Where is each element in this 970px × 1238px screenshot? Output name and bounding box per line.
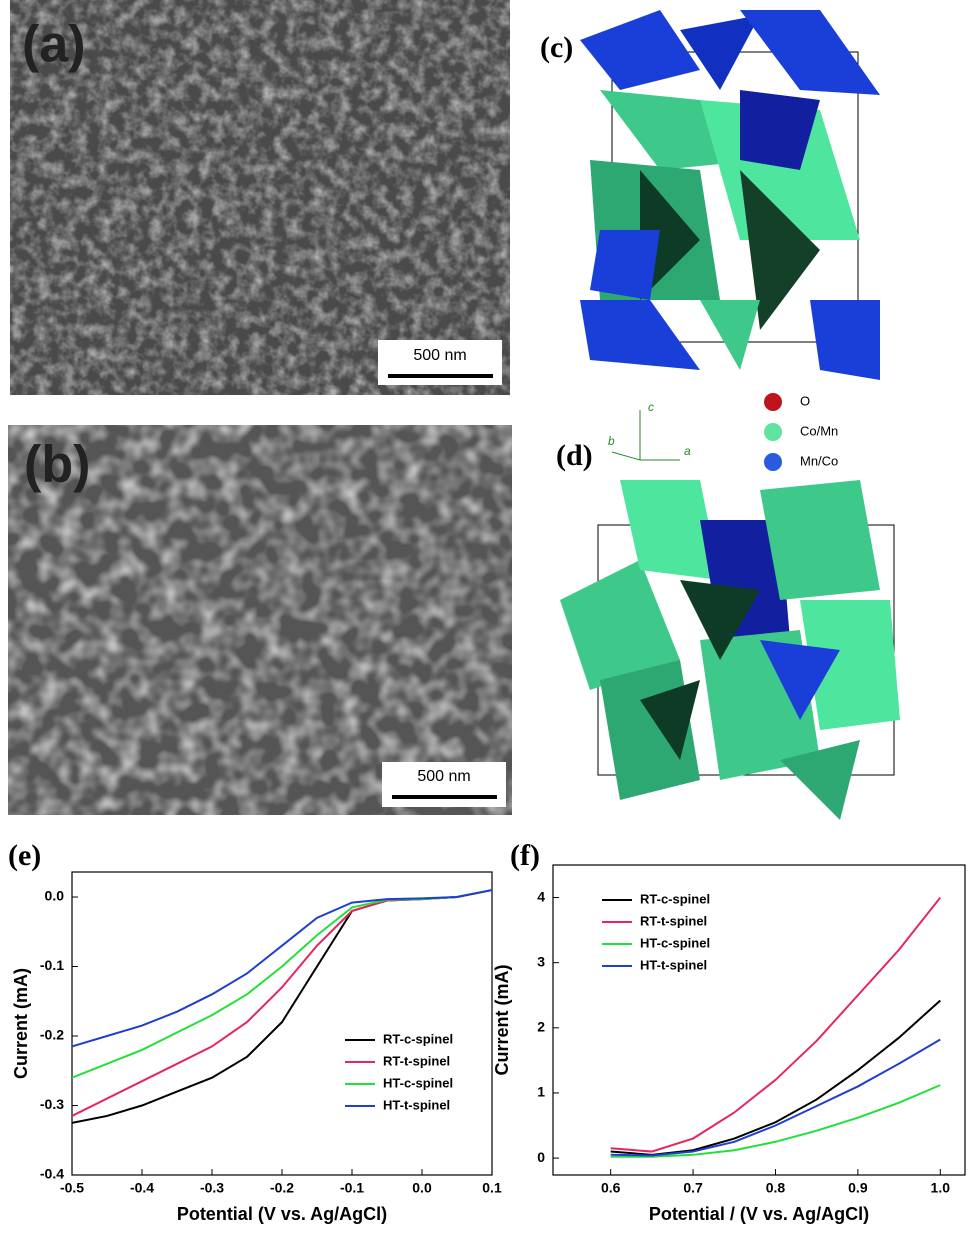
legend-label: RT-t-spinel	[383, 1053, 450, 1068]
y-tick-label: 3	[537, 953, 545, 969]
panel-label: (b)	[24, 436, 90, 494]
y-tick-label: 4	[537, 888, 545, 904]
y-axis-label: Current (mA)	[492, 964, 512, 1075]
atom-label: O	[800, 393, 810, 408]
y-tick-label: -0.4	[40, 1166, 64, 1182]
x-axis-label: Potential / (V vs. Ag/AgCl)	[649, 1204, 869, 1224]
series-line	[610, 1038, 941, 1157]
y-tick-label: 1	[537, 1084, 545, 1100]
x-tick-label: 0.6	[601, 1180, 621, 1196]
legend-label: RT-c-spinel	[383, 1031, 453, 1046]
legend-label: HT-c-spinel	[640, 935, 710, 950]
atom-legend: O Co/Mn Mn/Co	[764, 393, 838, 471]
y-tick-label: 0	[537, 1149, 545, 1165]
x-tick-label: -0.3	[200, 1180, 224, 1196]
x-tick-label: -0.1	[340, 1180, 364, 1196]
legend-label: RT-c-spinel	[640, 891, 710, 906]
series-line	[610, 999, 941, 1156]
x-tick-label: -0.4	[130, 1180, 154, 1196]
series-line	[610, 896, 942, 1153]
x-tick-label: -0.5	[60, 1180, 84, 1196]
x-tick-label: 0.7	[683, 1180, 703, 1196]
y-axis-label: Current (mA)	[11, 968, 31, 1079]
y-tick-label: 0.0	[45, 888, 65, 904]
x-tick-label: 0.9	[848, 1180, 868, 1196]
y-tick-label: -0.1	[40, 957, 64, 973]
legend-label: HT-t-spinel	[640, 957, 707, 972]
scale-bar-label: 500 nm	[417, 768, 470, 785]
crystal-structure-d: (d)	[556, 439, 900, 820]
panel-label: (d)	[556, 439, 593, 472]
legend-label: HT-t-spinel	[383, 1097, 450, 1112]
axis-label: c	[648, 400, 654, 414]
crystal-structure-c: (c)	[540, 10, 880, 380]
panel-label: (a)	[22, 16, 86, 74]
atom-label: Mn/Co	[800, 453, 838, 468]
sem-image-a: (a) 500 nm	[10, 0, 510, 395]
panel-label: (e)	[8, 839, 41, 872]
x-tick-label: 0.0	[412, 1180, 432, 1196]
x-tick-label: 1.0	[931, 1180, 951, 1196]
scale-bar-label: 500 nm	[413, 347, 466, 364]
panel-label: (f)	[510, 839, 540, 872]
panel-label: (c)	[540, 31, 573, 64]
series-line	[71, 889, 493, 1048]
x-axis-label: Potential (V vs. Ag/AgCl)	[177, 1204, 387, 1224]
axis-label: a	[684, 444, 691, 458]
series-line	[610, 1084, 941, 1158]
x-tick-label: -0.2	[270, 1180, 294, 1196]
legend-label: HT-c-spinel	[383, 1075, 453, 1090]
crystal-axes: c b a	[608, 400, 691, 461]
y-tick-label: -0.3	[40, 1096, 64, 1112]
x-tick-label: 0.8	[766, 1180, 786, 1196]
y-tick-label: 2	[537, 1019, 545, 1035]
y-tick-label: -0.2	[40, 1027, 64, 1043]
plot-frame	[552, 864, 966, 1176]
series-line	[71, 889, 493, 1079]
x-tick-label: 0.1	[482, 1180, 502, 1196]
sem-image-b: (b) 500 nm	[8, 425, 512, 815]
atom-label: Co/Mn	[800, 423, 838, 438]
legend-label: RT-t-spinel	[640, 913, 707, 928]
axis-label: b	[608, 434, 615, 448]
